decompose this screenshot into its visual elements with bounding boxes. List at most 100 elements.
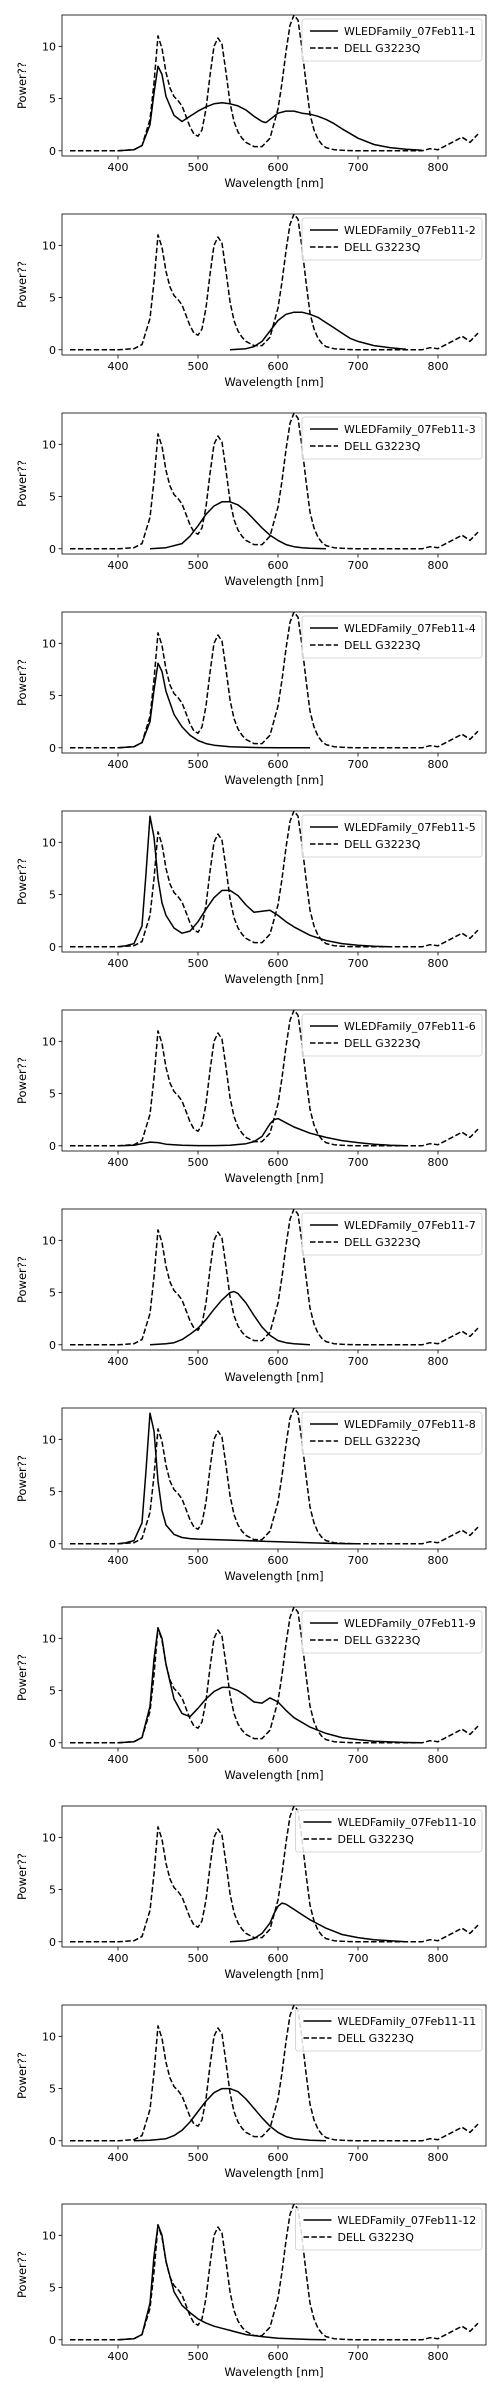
- x-tick-label: 600: [268, 1355, 289, 1368]
- x-tick-label: 400: [108, 1952, 129, 1965]
- x-tick-label: 400: [108, 1355, 129, 1368]
- y-tick-label: 0: [49, 145, 56, 158]
- y-tick-label: 5: [49, 889, 56, 902]
- y-tick-label: 10: [42, 239, 56, 252]
- legend: WLEDFamily_07Feb11-12DELL G3223Q: [296, 2208, 483, 2250]
- chart-panel-11: 400 500 600 700 800 0 5 10 Wavelength [nm] Power?…: [15, 2005, 486, 2180]
- y-tick-label: 10: [42, 637, 56, 650]
- chart-panel-3: 400 500 600 700 800 0 5 10 Wavelength [nm] Power?…: [15, 413, 486, 588]
- y-tick-label: 10: [42, 40, 56, 53]
- x-tick-label: 700: [348, 2151, 369, 2164]
- legend: WLEDFamily_07Feb11-9 DELL G3223Q: [302, 1611, 482, 1653]
- x-tick-label: 500: [188, 1156, 209, 1169]
- x-tick-label: 700: [348, 1952, 369, 1965]
- x-tick-label: 400: [108, 957, 129, 970]
- legend-label-1: WLEDFamily_07Feb11-11: [338, 2015, 477, 2028]
- x-tick-label: 500: [188, 1554, 209, 1567]
- x-tick-label: 800: [428, 360, 449, 373]
- x-tick-label: 700: [348, 1753, 369, 1766]
- x-tick-label: 500: [188, 1753, 209, 1766]
- series-line-1: [150, 1292, 310, 1345]
- y-tick-label: 10: [42, 836, 56, 849]
- y-tick-label: 0: [49, 2135, 56, 2148]
- y-tick-label: 5: [49, 1884, 56, 1897]
- x-tick-label: 400: [108, 1753, 129, 1766]
- x-tick-label: 400: [108, 1554, 129, 1567]
- x-tick-label: 600: [268, 360, 289, 373]
- chart-panel-7: 400 500 600 700 800 0 5 10 Wavelength [nm] Power?…: [15, 1209, 486, 1384]
- x-tick-label: 800: [428, 1952, 449, 1965]
- legend: WLEDFamily_07Feb11-6 DELL G3223Q: [302, 1014, 482, 1056]
- chart-panel-4: 400 500 600 700 800 0 5 10 Wavelength [nm] Power?…: [15, 612, 486, 787]
- legend-label-2: DELL G3223Q: [344, 639, 421, 652]
- y-axis-label: Power??: [15, 1057, 29, 1104]
- x-axis-label: Wavelength [nm]: [224, 773, 323, 787]
- y-axis-label: Power??: [15, 2052, 29, 2099]
- y-axis-label: Power??: [15, 858, 29, 905]
- x-tick-label: 400: [108, 360, 129, 373]
- legend-label-1: WLEDFamily_07Feb11-10: [338, 1816, 477, 1829]
- y-tick-label: 5: [49, 93, 56, 106]
- legend-label-1: WLEDFamily_07Feb11-2: [344, 224, 476, 237]
- series-line-1: [118, 663, 310, 748]
- x-tick-label: 800: [428, 2151, 449, 2164]
- x-tick-label: 700: [348, 161, 369, 174]
- x-tick-label: 500: [188, 758, 209, 771]
- x-tick-label: 700: [348, 1156, 369, 1169]
- y-tick-label: 5: [49, 1287, 56, 1300]
- legend-label-2: DELL G3223Q: [338, 2032, 415, 2045]
- chart-panel-6: 400 500 600 700 800 0 5 10 Wavelength [nm] Power?…: [15, 1010, 486, 1185]
- y-tick-label: 0: [49, 1936, 56, 1949]
- legend-label-1: WLEDFamily_07Feb11-3: [344, 423, 476, 436]
- x-axis-label: Wavelength [nm]: [224, 1768, 323, 1782]
- y-tick-label: 10: [42, 1234, 56, 1247]
- legend-label-1: WLEDFamily_07Feb11-4: [344, 622, 476, 635]
- legend: WLEDFamily_07Feb11-2 DELL G3223Q: [302, 218, 482, 260]
- x-tick-label: 500: [188, 1952, 209, 1965]
- legend-label-2: DELL G3223Q: [344, 440, 421, 453]
- legend: WLEDFamily_07Feb11-11 DELL G3223Q: [296, 2009, 483, 2051]
- y-tick-label: 0: [49, 2334, 56, 2347]
- x-tick-label: 600: [268, 758, 289, 771]
- x-tick-label: 500: [188, 559, 209, 572]
- x-axis-label: Wavelength [nm]: [224, 972, 323, 986]
- chart-panel-12: 400 500 600 700 800 0 5 10 Wavelength [nm] Power?…: [15, 2204, 486, 2379]
- y-tick-label: 0: [49, 543, 56, 556]
- x-tick-label: 500: [188, 161, 209, 174]
- legend-label-1: WLEDFamily_07Feb11-6: [344, 1020, 476, 1033]
- legend-label-1: WLEDFamily_07Feb11-7: [344, 1219, 476, 1232]
- y-tick-label: 0: [49, 1140, 56, 1153]
- legend-label-2: DELL G3223Q: [344, 1435, 421, 1448]
- x-tick-label: 500: [188, 360, 209, 373]
- x-axis-label: Wavelength [nm]: [224, 1370, 323, 1384]
- y-axis-label: Power??: [15, 659, 29, 706]
- y-tick-label: 5: [49, 690, 56, 703]
- legend-label-1: WLEDFamily_07Feb11-5: [344, 821, 476, 834]
- chart-panel-10: 400 500 600 700 8000510Wavelength [nm]Power?…: [15, 1806, 486, 1981]
- chart-panel-8: 400 500 600 700 800 0 5 10 Wavelength [nm] Power?…: [15, 1408, 486, 1583]
- y-axis-label: Power??: [15, 2251, 29, 2298]
- series-line-1: [118, 66, 422, 151]
- x-tick-label: 500: [188, 1355, 209, 1368]
- chart-panel-2: 400 500 600 700 800 0 5 10 Wavelength [nm] Power?…: [15, 214, 486, 389]
- x-tick-label: 800: [428, 1753, 449, 1766]
- x-tick-label: 700: [348, 360, 369, 373]
- x-tick-label: 800: [428, 559, 449, 572]
- x-tick-label: 600: [268, 2350, 289, 2363]
- legend-label-2: DELL G3223Q: [344, 1634, 421, 1647]
- legend-label-2: DELL G3223Q: [344, 838, 421, 851]
- x-tick-label: 700: [348, 1355, 369, 1368]
- legend: WLEDFamily_07Feb11-4 DELL G3223Q: [302, 616, 482, 658]
- y-axis-label: Power??: [15, 1256, 29, 1303]
- x-tick-label: 800: [428, 1554, 449, 1567]
- y-tick-label: 10: [42, 1831, 56, 1844]
- legend: WLEDFamily_07Feb11-10 DELL G3223Q: [296, 1810, 483, 1852]
- x-tick-label: 700: [348, 559, 369, 572]
- x-tick-label: 600: [268, 559, 289, 572]
- series-line-1: [150, 502, 326, 549]
- x-tick-label: 600: [268, 1554, 289, 1567]
- x-tick-label: 700: [348, 1554, 369, 1567]
- x-tick-label: 700: [348, 2350, 369, 2363]
- x-tick-label: 800: [428, 2350, 449, 2363]
